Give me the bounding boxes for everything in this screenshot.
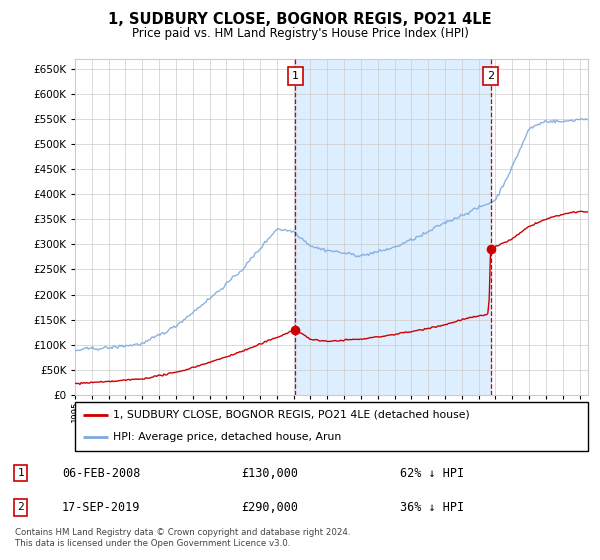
Text: 17-SEP-2019: 17-SEP-2019: [62, 501, 140, 514]
Text: 1, SUDBURY CLOSE, BOGNOR REGIS, PO21 4LE (detached house): 1, SUDBURY CLOSE, BOGNOR REGIS, PO21 4LE…: [113, 410, 470, 420]
Text: HPI: Average price, detached house, Arun: HPI: Average price, detached house, Arun: [113, 432, 342, 442]
Text: 2: 2: [487, 71, 494, 81]
Bar: [295, 59, 491, 395]
Text: 1: 1: [292, 71, 299, 81]
FancyBboxPatch shape: [75, 402, 588, 451]
Text: 06-FEB-2008: 06-FEB-2008: [62, 466, 140, 480]
Text: Contains HM Land Registry data © Crown copyright and database right 2024.
This d: Contains HM Land Registry data © Crown c…: [15, 528, 350, 548]
Text: Price paid vs. HM Land Registry's House Price Index (HPI): Price paid vs. HM Land Registry's House …: [131, 27, 469, 40]
Text: 2: 2: [17, 502, 24, 512]
Text: £290,000: £290,000: [241, 501, 298, 514]
Text: 36% ↓ HPI: 36% ↓ HPI: [400, 501, 464, 514]
Text: 1, SUDBURY CLOSE, BOGNOR REGIS, PO21 4LE: 1, SUDBURY CLOSE, BOGNOR REGIS, PO21 4LE: [108, 12, 492, 27]
Text: 62% ↓ HPI: 62% ↓ HPI: [400, 466, 464, 480]
Text: £130,000: £130,000: [241, 466, 298, 480]
Text: 1: 1: [17, 468, 24, 478]
